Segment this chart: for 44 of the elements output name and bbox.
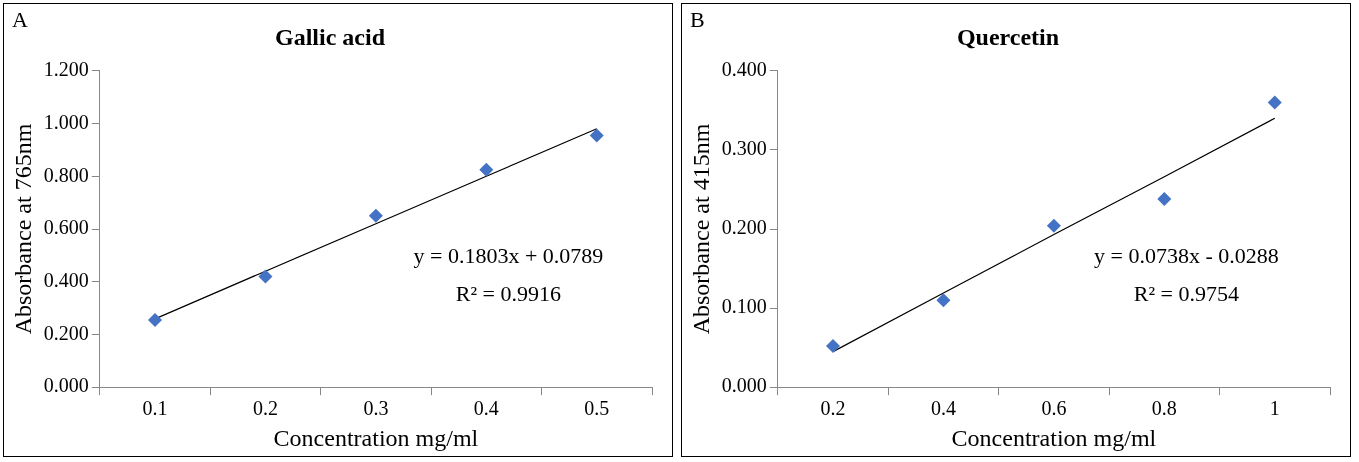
y-tick-label: 0.000 — [43, 374, 89, 397]
point — [826, 339, 841, 354]
y-tick-label: 0.400 — [43, 268, 89, 291]
annotation: R² = 0.9754 — [1133, 281, 1240, 307]
chart-title: Gallic acid — [275, 23, 386, 50]
y-tick-label: 0.200 — [721, 216, 767, 239]
x-tick-label: 0.3 — [363, 397, 389, 420]
point — [479, 162, 494, 177]
point — [936, 293, 951, 308]
y-tick-label: 0.400 — [721, 58, 767, 81]
y-axis-title: Absorbance at 765nm — [9, 123, 36, 335]
y-tick-label: 0.800 — [43, 163, 89, 186]
point — [1046, 218, 1061, 233]
point — [1157, 191, 1172, 206]
annotation: R² = 0.9916 — [455, 281, 562, 307]
y-tick-label: 0.000 — [721, 374, 767, 397]
x-tick-label: 0.4 — [930, 397, 956, 420]
x-tick-label: 0.5 — [584, 397, 610, 420]
x-tick-label: 1 — [1269, 397, 1280, 420]
x-tick-label: 0.2 — [820, 397, 846, 420]
point — [589, 128, 604, 143]
point — [1267, 95, 1282, 110]
x-axis-title: Concentration mg/ml — [273, 424, 479, 451]
x-tick-label: 0.6 — [1041, 397, 1067, 420]
text: A — [12, 6, 28, 32]
annotation: y = 0.0738x - 0.0288 — [1094, 243, 1279, 269]
point — [258, 269, 273, 284]
chart-title: Quercetin — [956, 23, 1060, 50]
text: B — [690, 6, 705, 32]
x-tick-label: 0.2 — [252, 397, 278, 420]
y-axis-title: Absorbance at 415nm — [687, 123, 714, 335]
y-tick-label: 1.200 — [43, 58, 89, 81]
x-tick-label: 0.1 — [142, 397, 168, 420]
y-tick-label: 0.100 — [721, 295, 767, 318]
point — [148, 312, 163, 327]
x-axis-title: Concentration mg/ml — [951, 424, 1157, 451]
annotation: y = 0.1803x + 0.0789 — [413, 243, 604, 269]
x-tick-label: 0.4 — [473, 397, 499, 420]
y-tick-label: 1.000 — [43, 110, 89, 133]
y-tick-label: 0.600 — [43, 216, 89, 239]
point — [368, 208, 383, 223]
y-tick-label: 0.200 — [43, 321, 89, 344]
x-tick-label: 0.8 — [1151, 397, 1177, 420]
y-tick-label: 0.300 — [721, 137, 767, 160]
